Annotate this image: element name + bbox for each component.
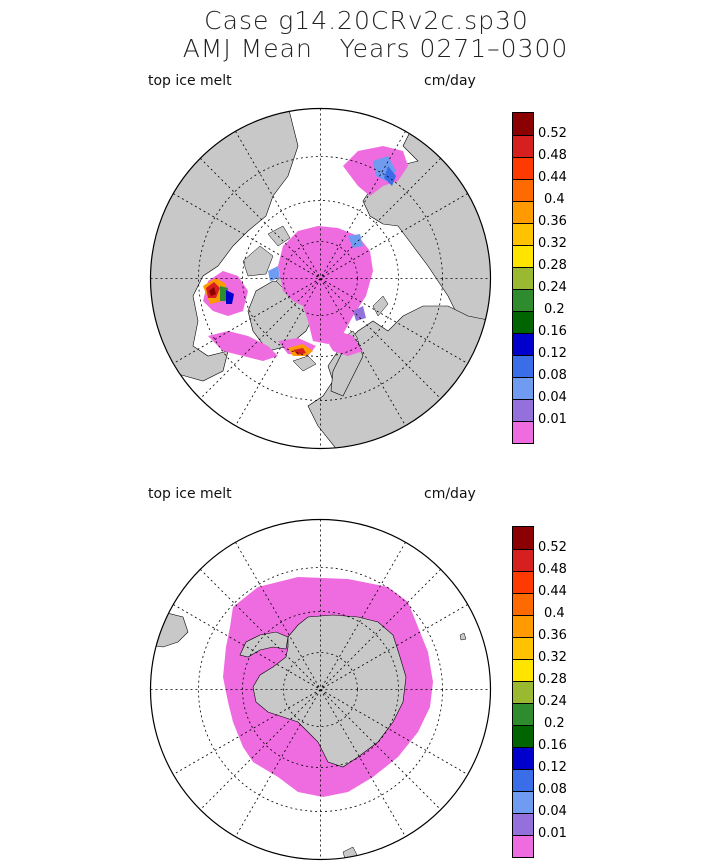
- colorbar-swatch: [513, 355, 533, 377]
- colorbar-swatch: [513, 725, 533, 747]
- colorbar-tick-label: 0.24: [538, 280, 567, 295]
- colorbar-tick-label: 0.16: [538, 738, 567, 753]
- colorbar-tick-label: 0.44: [538, 584, 567, 599]
- colorbar-swatch: [513, 637, 533, 659]
- colorbar-tick-label: 0.2: [544, 302, 565, 317]
- colorbar-tick-label: 0.44: [538, 170, 567, 185]
- panel1-variable-label: top ice melt: [148, 73, 232, 89]
- colorbar-tick-label: 0.32: [538, 236, 567, 251]
- colorbar-tick-label: 0.04: [538, 390, 567, 405]
- colorbar-swatch: [513, 399, 533, 421]
- antarctic-polar-map: [149, 518, 492, 861]
- colorbar-tick-label: 0.12: [538, 346, 567, 361]
- colorbar-tick-label: 0.4: [544, 192, 565, 207]
- colorbar-swatch: [513, 703, 533, 725]
- colorbar-swatch: [513, 681, 533, 703]
- arctic-polar-map: [149, 107, 492, 450]
- colorbar-swatch: [513, 201, 533, 223]
- panel1-units-label: cm/day: [424, 73, 476, 89]
- colorbar-swatch: [513, 835, 533, 857]
- colorbar-2: [512, 526, 534, 858]
- arctic-sea-ice: [203, 146, 408, 361]
- colorbar-tick-label: 0.24: [538, 694, 567, 709]
- colorbar-tick-label: 0.48: [538, 148, 567, 163]
- colorbar-swatch: [513, 289, 533, 311]
- colorbar-swatch: [513, 377, 533, 399]
- colorbar-swatch: [513, 571, 533, 593]
- colorbar-tick-label: 0.01: [538, 826, 567, 841]
- colorbar-swatch: [513, 813, 533, 835]
- colorbar-swatch: [513, 179, 533, 201]
- colorbar-swatch: [513, 333, 533, 355]
- colorbar-tick-label: 0.36: [538, 214, 567, 229]
- colorbar-swatch: [513, 245, 533, 267]
- colorbar-swatch: [513, 421, 533, 443]
- colorbar-tick-label: 0.4: [544, 606, 565, 621]
- colorbar-tick-label: 0.04: [538, 804, 567, 819]
- colorbar-swatch: [513, 615, 533, 637]
- colorbar-tick-label: 0.48: [538, 562, 567, 577]
- colorbar-swatch: [513, 747, 533, 769]
- colorbar-swatch: [513, 157, 533, 179]
- panel2-variable-label: top ice melt: [148, 486, 232, 502]
- colorbar-swatch: [513, 311, 533, 333]
- colorbar-tick-label: 0.01: [538, 412, 567, 427]
- colorbar-swatch: [513, 659, 533, 681]
- colorbar-1: [512, 112, 534, 444]
- colorbar-swatch: [513, 593, 533, 615]
- colorbar-tick-label: 0.2: [544, 716, 565, 731]
- antarctica-continent: [239, 614, 407, 768]
- colorbar-tick-label: 0.08: [538, 782, 567, 797]
- colorbar-tick-label: 0.28: [538, 258, 567, 273]
- panel2-units-label: cm/day: [424, 486, 476, 502]
- colorbar-swatch: [513, 135, 533, 157]
- colorbar-tick-label: 0.52: [538, 126, 567, 141]
- colorbar-tick-label: 0.16: [538, 324, 567, 339]
- colorbar-tick-label: 0.52: [538, 540, 567, 555]
- colorbar-swatch: [513, 791, 533, 813]
- colorbar-tick-label: 0.32: [538, 650, 567, 665]
- colorbar-swatch: [513, 527, 533, 549]
- colorbar-swatch: [513, 223, 533, 245]
- figure-title: Case g14.20CRv2c.sp30: [204, 6, 529, 35]
- arctic-graticule: [150, 108, 491, 449]
- colorbar-swatch: [513, 113, 533, 135]
- figure-subtitle: AMJ Mean Years 0271–0300: [182, 34, 569, 63]
- colorbar-swatch: [513, 769, 533, 791]
- colorbar-swatch: [513, 549, 533, 571]
- antarctic-graticule: [150, 519, 491, 860]
- colorbar-tick-label: 0.12: [538, 760, 567, 775]
- colorbar-tick-label: 0.08: [538, 368, 567, 383]
- colorbar-swatch: [513, 267, 533, 289]
- colorbar-tick-label: 0.28: [538, 672, 567, 687]
- colorbar-tick-label: 0.36: [538, 628, 567, 643]
